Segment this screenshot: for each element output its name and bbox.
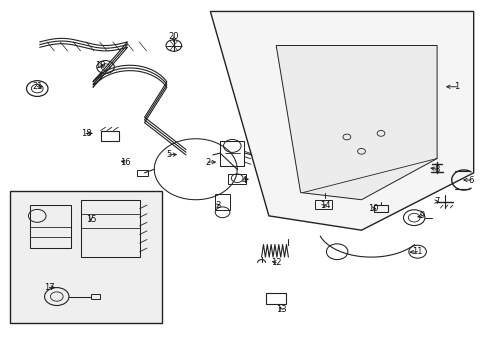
Bar [220, 140, 244, 166]
Bar [215, 194, 229, 211]
Bar [101, 131, 119, 140]
Bar [228, 174, 245, 184]
Text: 2: 2 [205, 158, 210, 167]
Text: 14: 14 [319, 201, 329, 210]
Bar [373, 205, 387, 212]
Text: 18: 18 [81, 129, 91, 138]
Polygon shape [210, 12, 473, 230]
Text: 11: 11 [411, 247, 422, 256]
Text: 8: 8 [433, 165, 439, 174]
Text: 4: 4 [242, 176, 246, 185]
Text: 19: 19 [95, 61, 106, 70]
Text: 10: 10 [368, 204, 378, 213]
Bar [10, 191, 161, 323]
Text: 21: 21 [32, 82, 42, 91]
Text: 16: 16 [120, 158, 130, 167]
Text: 12: 12 [270, 258, 281, 267]
Bar [30, 205, 71, 248]
Text: 3: 3 [215, 201, 220, 210]
Bar [315, 200, 331, 209]
Text: 1: 1 [453, 82, 458, 91]
Bar [266, 293, 285, 304]
Bar [81, 200, 140, 257]
Text: 6: 6 [468, 176, 473, 185]
Text: 5: 5 [166, 150, 171, 159]
Text: 20: 20 [168, 32, 179, 41]
Text: 17: 17 [44, 283, 55, 292]
Text: 15: 15 [85, 215, 96, 224]
Text: 13: 13 [275, 305, 286, 314]
Bar [137, 170, 148, 176]
Text: 9: 9 [419, 211, 424, 220]
Bar [91, 294, 100, 299]
Text: 7: 7 [433, 197, 439, 206]
Polygon shape [276, 45, 436, 200]
